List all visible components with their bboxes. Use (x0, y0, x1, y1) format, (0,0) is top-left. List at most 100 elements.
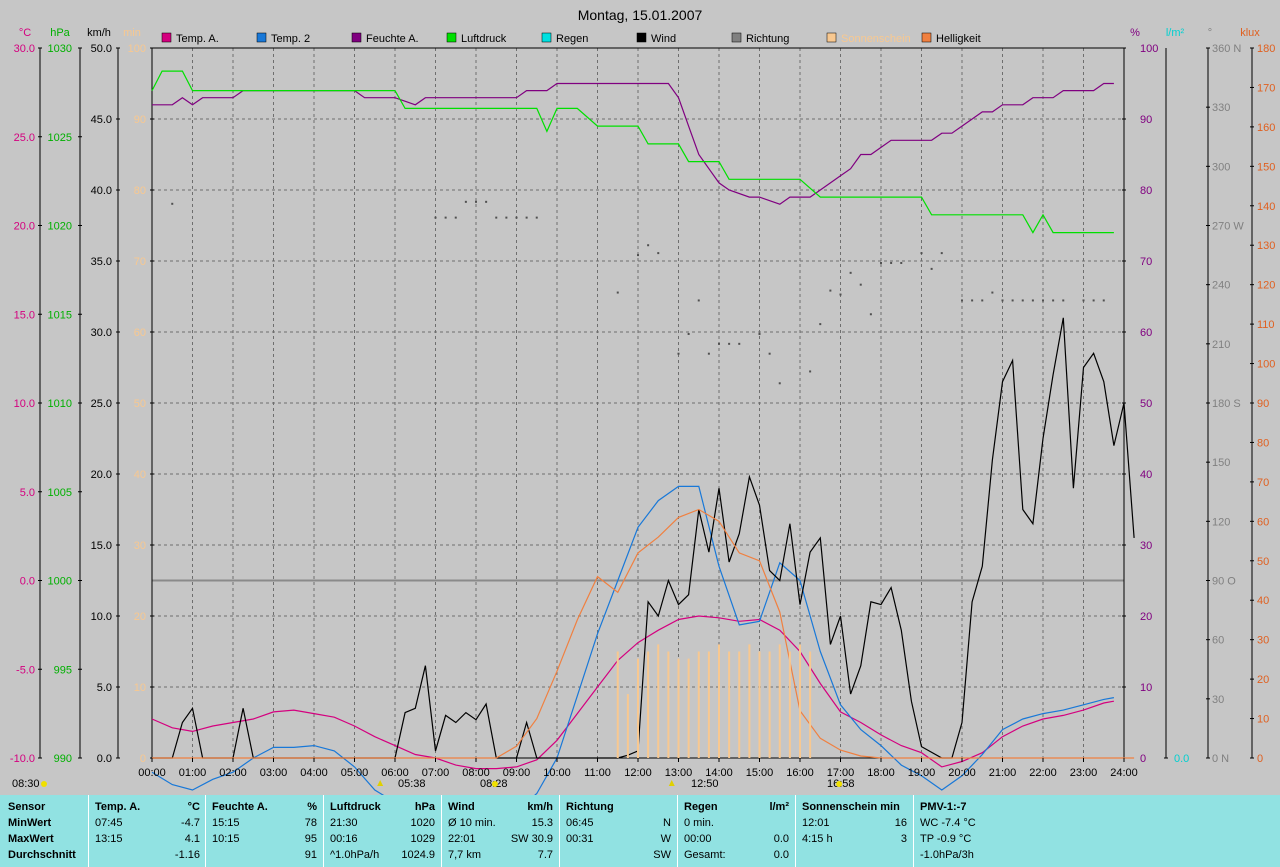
axis-tick-label: 210 (1212, 339, 1230, 351)
stats-cell-right: 16 (894, 817, 907, 829)
axis-tick-label: 170 (1257, 82, 1275, 94)
axis-tick-label: 60 (1212, 635, 1224, 647)
x-tick-label: 17:00 (827, 767, 855, 779)
x-tick-label: 03:00 (260, 767, 288, 779)
stats-header-label: PMV-1:-7 (920, 801, 967, 813)
statistics-panel: Sensor MinWert MaxWert Durchschnitt Temp. A.… (0, 795, 1280, 867)
axis-tick-label: 100 (1257, 359, 1275, 371)
axis-tick-label: 1015 (48, 309, 72, 321)
stats-separator (323, 795, 324, 867)
series-line-1 (151, 485, 1115, 795)
axis-tick-label: 1000 (48, 576, 72, 588)
axis-tick-label: 0 (140, 753, 146, 765)
x-tick-label: 14:00 (705, 767, 733, 779)
axis-tick-label: 100 (128, 43, 146, 55)
stats-row: SW (566, 847, 671, 863)
x-tick-label: 18:00 (867, 767, 895, 779)
direction-point (778, 382, 781, 385)
stats-cell-right: W (660, 833, 671, 845)
x-tick-label: 23:00 (1070, 767, 1098, 779)
stats-row (802, 847, 907, 863)
stats-row: 00:16 1029 (330, 831, 435, 847)
direction-point (1001, 299, 1004, 302)
stats-cell-left: 12:01 (802, 817, 830, 829)
direction-point (485, 200, 488, 203)
stats-header-label: Luftdruck (330, 801, 381, 813)
stats-cell-right: SW 30.9 (510, 833, 553, 845)
stats-cell-left: ^1.0hPa/h (330, 849, 380, 861)
stats-row: Durchschnitt (8, 847, 88, 863)
axis-tick-label: -10.0 (10, 753, 35, 765)
axis-unit: km/h (87, 27, 111, 39)
legend-swatch (636, 32, 647, 43)
stats-row: WC -7.4 °C (920, 815, 1020, 831)
direction-point (464, 200, 467, 203)
direction-point (444, 216, 447, 219)
stats-row: 0 min. (684, 815, 789, 831)
stats-row: 91 (212, 847, 317, 863)
axis-tick-label: 995 (54, 664, 72, 676)
axis-tick-label: 990 (54, 753, 72, 765)
x-tick-label: 11:00 (584, 767, 611, 779)
legend-label: Temp. A. (176, 33, 219, 45)
direction-point (890, 261, 893, 264)
stats-cell-right: 0.0 (773, 833, 789, 845)
stats-header-label: Feuchte A. (212, 801, 268, 813)
axis-unit: klux (1240, 27, 1260, 39)
weather-chart: Montag, 15.01.2007 Temp. A. Temp. 2 Feucht… (10, 7, 1275, 795)
stats-cell-left: 00:16 (330, 833, 358, 845)
axis-tick-label: 20 (1257, 674, 1269, 686)
stats-header-label: Sensor (8, 801, 46, 813)
axis-tick-label: 80 (134, 185, 146, 197)
stats-header: Regen l/m² (684, 799, 789, 815)
marker-label: 08:30 (12, 778, 40, 790)
legend-label: Luftdruck (461, 33, 507, 45)
stats-column: Feuchte A.% 15:15 78 10:15 95 91 (212, 799, 317, 863)
direction-point (971, 299, 974, 302)
stats-cell-left: 0 min. (684, 817, 714, 829)
stats-cell-left: Ø 10 min. (448, 817, 496, 829)
axis-tick-label: 25.0 (14, 132, 35, 144)
stats-row: 00:31 W (566, 831, 671, 847)
stats-cell-left: 00:31 (566, 833, 594, 845)
axis-tick-label: 15.0 (91, 540, 112, 552)
x-tick-label: 21:00 (989, 767, 1017, 779)
axis-tick-label: 270 W (1212, 221, 1244, 233)
axis-tick-label: 0.0 (97, 753, 112, 765)
axis-unit: ° (1208, 27, 1212, 39)
axis-tick-label: 90 (1257, 398, 1269, 410)
axis-tick-label: 60 (134, 327, 146, 339)
direction-point (809, 370, 812, 373)
stats-header: Feuchte A.% (212, 799, 317, 815)
axis-tick-label: 240 (1212, 280, 1230, 292)
stats-row: 7,7 km 7.7 (448, 847, 553, 863)
stats-header-unit: % (307, 801, 317, 813)
direction-point (991, 291, 994, 294)
direction-point (707, 352, 710, 355)
axis-tick-label: 80 (1140, 185, 1152, 197)
stats-cell-right: -1.16 (174, 849, 200, 861)
axis-tick-label: 30 (1257, 635, 1269, 647)
stats-cell-left: 00:00 (684, 833, 712, 845)
direction-point (1011, 299, 1014, 302)
axis-tick-label: 160 (1257, 122, 1275, 134)
direction-point (434, 216, 437, 219)
direction-point (869, 313, 872, 316)
axis-unit: l/m² (1166, 27, 1185, 39)
direction-point (768, 352, 771, 355)
axis-tick-label: 0 (1140, 753, 1146, 765)
legend-swatch (921, 32, 932, 43)
axis-tick-label: 50.0 (91, 43, 112, 55)
axis-tick-label: 70 (1140, 256, 1152, 268)
data-series (151, 70, 1135, 795)
stats-header-unit: l/m² (769, 801, 789, 813)
direction-point (505, 216, 508, 219)
axis-tick-label: 1020 (48, 221, 72, 233)
stats-cell-left: MinWert (8, 817, 52, 829)
x-tick-label: 02:00 (219, 767, 247, 779)
stats-header-label: Wind (448, 801, 475, 813)
stats-cell-right: 78 (304, 817, 317, 829)
stats-column: Richtung 06:45 N 00:31 W SW (566, 799, 671, 863)
direction-point (515, 216, 518, 219)
direction-point (647, 244, 650, 247)
